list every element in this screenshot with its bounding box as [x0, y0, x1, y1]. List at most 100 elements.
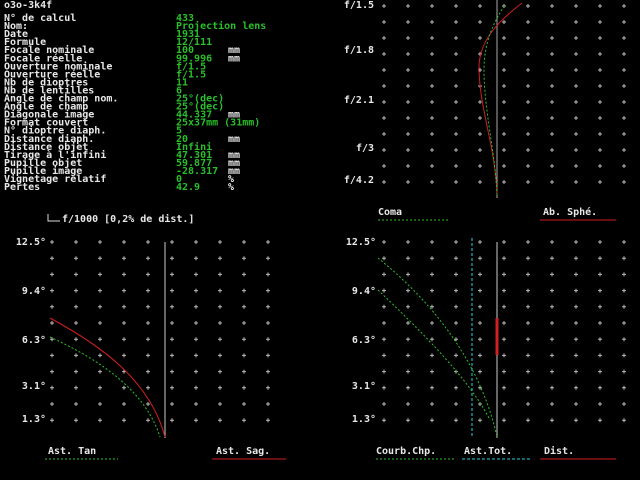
grid-point: [502, 256, 506, 261]
grid-point: [550, 353, 554, 358]
grid-point: [382, 36, 386, 40]
grid-point: [454, 148, 458, 152]
grid-point: [98, 369, 102, 374]
grid-point: [478, 272, 482, 277]
grid-point: [430, 385, 434, 390]
grid-point: [502, 337, 506, 342]
grid-point: [430, 321, 434, 325]
grid-point: [454, 240, 458, 244]
grid-point: [194, 337, 198, 342]
grid-point: [622, 402, 626, 406]
grid-point: [598, 148, 602, 152]
coma-curve: [483, 4, 506, 196]
grid-point: [218, 369, 222, 374]
grid-point: [502, 288, 506, 293]
y-label: 9.4°: [22, 286, 46, 297]
grid-point: [242, 304, 246, 309]
grid-point: [382, 52, 386, 56]
grid-point: [50, 369, 54, 374]
grid-point: [242, 256, 246, 261]
grid-point: [242, 402, 246, 406]
grid-point: [218, 337, 222, 342]
grid-point: [170, 321, 174, 325]
field-value: -28.317: [176, 166, 218, 177]
grid-point: [526, 272, 530, 277]
grid-point: [266, 304, 270, 309]
fields: N° de calcul 433 Nom: Projection lens Date 19…: [4, 13, 266, 193]
grid-point: [430, 402, 434, 406]
y-label: 12.5°: [16, 237, 46, 248]
grid-point: [454, 321, 458, 325]
field-value: 0: [176, 174, 182, 185]
field-unit: mm: [228, 134, 240, 145]
grid-point: [50, 256, 54, 261]
grid-point: [50, 385, 54, 390]
grid-point: [526, 100, 530, 104]
tan-curve: [49, 336, 161, 438]
grid-point: [74, 353, 78, 358]
grid-point: [218, 385, 222, 390]
field-label: Ouverture réelle: [4, 68, 100, 80]
grid-point: [218, 288, 222, 293]
grid-point: [502, 132, 506, 136]
grid-point: [622, 180, 626, 184]
grid-point: [526, 337, 530, 342]
grid-point: [170, 402, 174, 406]
grid-point: [550, 84, 554, 88]
grid-point: [478, 132, 482, 136]
grid-point: [550, 36, 554, 40]
grid-point: [478, 148, 482, 152]
grid-point: [622, 353, 626, 358]
grid-point: [574, 288, 578, 293]
grid-point: [382, 84, 386, 88]
grid-point: [574, 353, 578, 358]
grid-point: [550, 4, 554, 8]
grid-point: [478, 256, 482, 261]
grid-point: [550, 321, 554, 325]
field-label: Date: [4, 29, 28, 40]
grid-point: [598, 418, 602, 423]
grid-point: [454, 164, 458, 168]
grid-point: [430, 52, 434, 56]
grid-point: [194, 272, 198, 277]
grid-point: [146, 353, 150, 358]
grid-point: [526, 385, 530, 390]
grid-point: [598, 68, 602, 72]
grid-point: [550, 240, 554, 244]
grid-point: [74, 385, 78, 390]
legend: Coma: [378, 207, 402, 218]
grid-point: [454, 68, 458, 72]
grid-point: [74, 304, 78, 309]
grid-point: [430, 4, 434, 8]
grid-point: [622, 4, 626, 8]
grid-point: [406, 385, 410, 390]
grid-point: [574, 100, 578, 104]
grid-point: [502, 385, 506, 390]
grid-point: [122, 418, 126, 423]
grid-point: [266, 240, 270, 244]
grid-point: [478, 418, 482, 423]
grid-point: [502, 402, 506, 406]
grid-point: [526, 116, 530, 120]
field-label: Tirage à l'infini: [4, 149, 106, 161]
grid-point: [382, 402, 386, 406]
grid-point: [382, 321, 386, 325]
grid-point: [598, 164, 602, 168]
field-label: Angle de champ: [4, 102, 88, 113]
grid-point: [50, 353, 54, 358]
grid-point: [502, 52, 506, 56]
grid-point: [502, 84, 506, 88]
grid-point: [122, 256, 126, 261]
grid-point: [430, 148, 434, 152]
grid-point: [454, 132, 458, 136]
grid-point: [502, 321, 506, 325]
grid-point: [430, 116, 434, 120]
grid-point: [406, 418, 410, 423]
y-label: 3.1°: [22, 381, 46, 392]
grid-point: [146, 337, 150, 342]
grid-point: [406, 164, 410, 168]
grid-point: [382, 418, 386, 423]
field-label: Diagonale image: [4, 109, 94, 121]
grid-point: [406, 148, 410, 152]
grid-point: [74, 402, 78, 406]
